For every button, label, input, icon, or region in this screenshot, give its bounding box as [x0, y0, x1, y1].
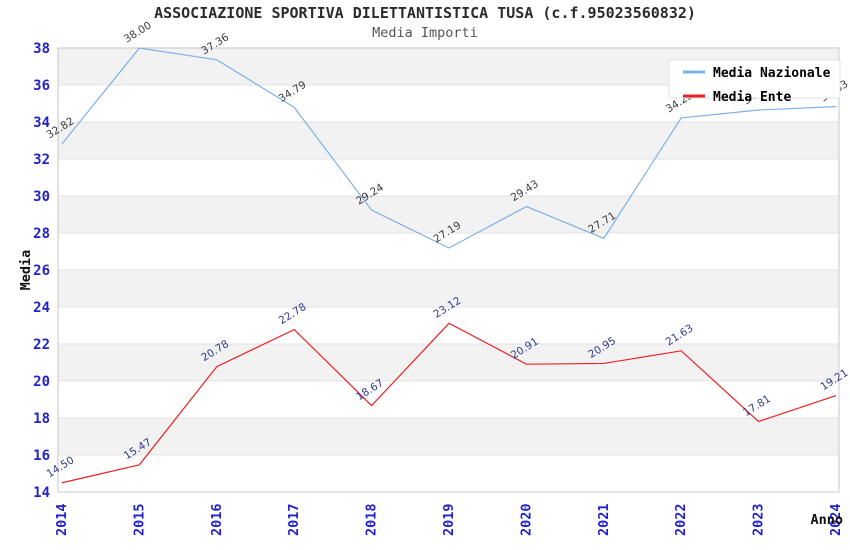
legend-label-media-ente: Media Ente	[713, 90, 791, 105]
series-line-media-nazionale	[61, 47, 837, 249]
x-tick-label: 2017	[286, 503, 302, 536]
x-tick-label: 2023	[751, 503, 767, 536]
x-tick-label: 2014	[54, 503, 70, 536]
y-tick-label: 36	[33, 78, 50, 94]
plot-band	[58, 270, 839, 307]
y-tick-labels: 14 16 18 20 22 24 26 28 30 32 34 36 38	[33, 41, 50, 501]
y-tick-label: 16	[33, 448, 50, 464]
y-tick-label: 18	[33, 411, 50, 427]
plot-border	[57, 47, 840, 493]
x-tick-label: 2019	[441, 503, 457, 536]
y-tick-label: 22	[33, 337, 50, 353]
y-tick-label: 30	[33, 189, 50, 205]
y-tick-label: 14	[33, 485, 50, 501]
y-tick-label: 24	[33, 300, 50, 316]
y-tick-label: 26	[33, 263, 50, 279]
y-tick-label: 28	[33, 226, 50, 242]
legend-box	[668, 59, 841, 99]
gridlines	[58, 84, 839, 456]
x-tick-label: 2024	[828, 503, 844, 536]
plot-band	[58, 196, 839, 233]
x-tick-label: 2020	[518, 503, 534, 536]
chart-title: ASSOCIAZIONE SPORTIVA DILETTANTISTICA TU…	[154, 4, 696, 22]
x-tick-label: 2018	[364, 503, 380, 536]
x-tick-labels: 2014 2015 2016 2017 2018 2019 2020 2021 2022 2023…	[54, 503, 844, 536]
chart-subtitle: Media Importi	[372, 25, 478, 41]
series-line-media-ente	[61, 322, 837, 484]
y-tick-label: 34	[33, 115, 50, 131]
point-label: 17.81	[741, 393, 773, 419]
plot-band	[58, 122, 839, 159]
y-tick-label: 32	[33, 152, 50, 168]
plot-bands	[58, 48, 839, 455]
legend: Media Nazionale Media Ente	[668, 59, 841, 105]
legend-label-media-nazionale: Media Nazionale	[713, 66, 831, 81]
y-tick-label: 20	[33, 374, 50, 390]
y-axis-label: Media	[18, 250, 34, 291]
series-lines	[61, 47, 837, 484]
x-tick-label: 2021	[596, 503, 612, 536]
x-tick-label: 2015	[131, 503, 147, 536]
x-tick-label: 2022	[673, 503, 689, 536]
x-tick-label: 2016	[209, 503, 225, 536]
point-label: 38.00	[122, 19, 154, 45]
plot-band	[58, 418, 839, 455]
y-tick-label: 38	[33, 41, 50, 57]
x-axis-label: Anno	[810, 512, 843, 528]
plot-band	[58, 344, 839, 381]
